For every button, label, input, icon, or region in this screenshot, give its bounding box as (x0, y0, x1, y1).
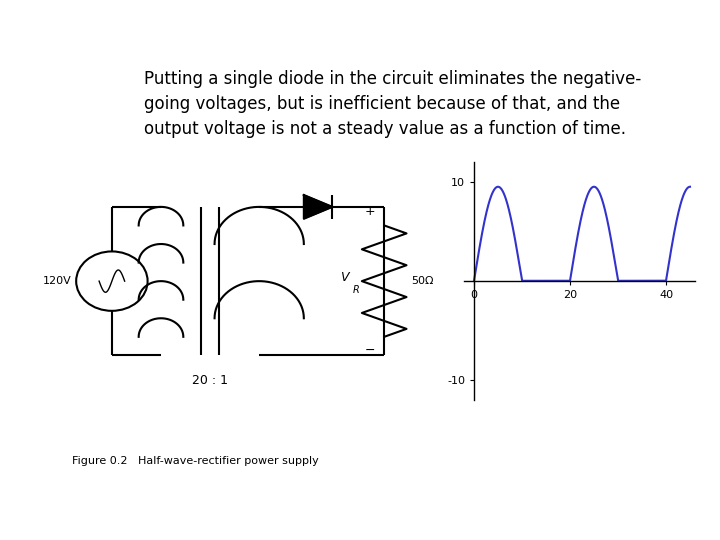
Text: Figure 0.2   Half-wave-rectifier power supply: Figure 0.2 Half-wave-rectifier power sup… (72, 456, 319, 467)
Text: Putting a single diode in the circuit eliminates the negative-
going voltages, b: Putting a single diode in the circuit el… (144, 70, 642, 138)
Text: 50Ω: 50Ω (411, 276, 433, 286)
Text: R: R (353, 286, 360, 295)
Text: 120V: 120V (43, 276, 72, 286)
Text: −: − (365, 345, 375, 357)
Polygon shape (304, 195, 333, 219)
Text: V: V (340, 271, 348, 284)
Text: +: + (364, 205, 375, 218)
Text: 20 : 1: 20 : 1 (192, 374, 228, 387)
